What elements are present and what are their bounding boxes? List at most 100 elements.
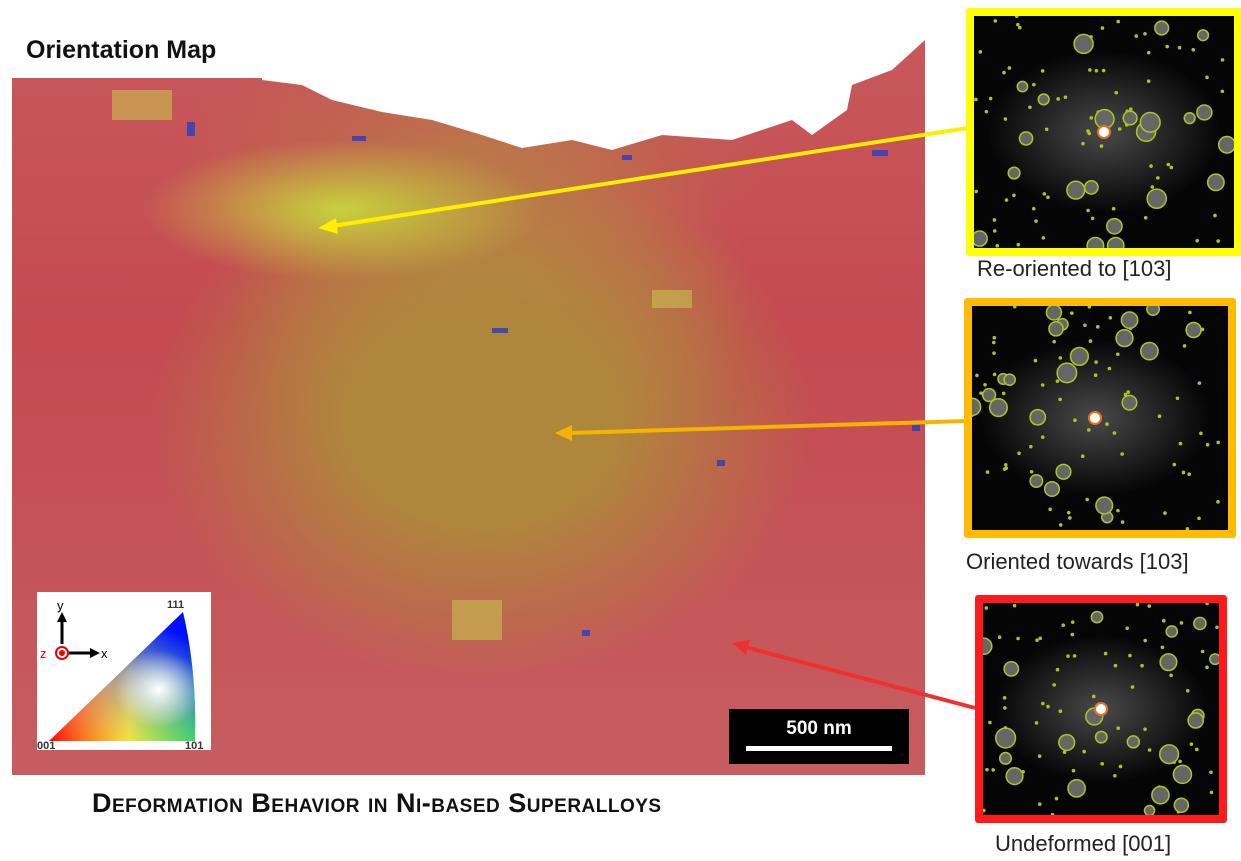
diffraction-spot [979, 391, 983, 395]
diffraction-spot [1169, 165, 1174, 170]
diffraction-spot [1004, 466, 1009, 470]
diffraction-ring [1159, 744, 1180, 765]
diffraction-ring [1139, 111, 1161, 133]
diffraction-ring [1106, 236, 1125, 248]
diffraction-spot [1087, 306, 1092, 309]
axis-z-label: z [40, 646, 47, 661]
diffraction-spot [1169, 673, 1173, 678]
diffraction-spot [992, 335, 997, 340]
diffraction-spot [1103, 651, 1108, 656]
diffraction-ring [1069, 346, 1090, 367]
diffraction-ring [1185, 321, 1202, 339]
diffraction-spot [1147, 604, 1152, 608]
diffraction-ring [1045, 306, 1063, 321]
diffraction-spot [1091, 694, 1096, 699]
diffraction-spot [1117, 127, 1122, 131]
diffraction-spot [984, 606, 989, 610]
diffraction-spot [1014, 16, 1019, 19]
diffraction-spot [1016, 22, 1020, 27]
diffraction-ring [1165, 625, 1179, 638]
diffraction-spot [1216, 500, 1220, 504]
diffraction-spot [1034, 219, 1038, 223]
diffraction-spot [1052, 339, 1056, 344]
diffraction-spot [1072, 654, 1077, 658]
diffraction-spot [1216, 239, 1220, 243]
diffraction-spot [1220, 58, 1225, 62]
diffraction-spot [1052, 683, 1056, 687]
diffraction-ring [1029, 408, 1047, 426]
diffraction-spot [1017, 451, 1021, 456]
diffraction-ring [1122, 110, 1138, 126]
diffraction-ring [1056, 362, 1078, 384]
diffraction-spot [1134, 34, 1139, 38]
diffraction-spot [1113, 773, 1117, 778]
diffraction-spot [1088, 339, 1093, 343]
diffraction-spot [1128, 107, 1133, 112]
diffraction-spot [1058, 397, 1062, 402]
diffraction-spot [1156, 176, 1160, 180]
diffraction-spot [1111, 206, 1116, 211]
diffraction-spot [1143, 215, 1148, 220]
diffraction-spot [974, 97, 978, 102]
diffraction-ring [1043, 480, 1061, 498]
diffraction-spot [1185, 527, 1190, 530]
diffraction-ring [1090, 610, 1104, 624]
figure-caption: Deformation Behavior in Ni-based Superal… [92, 788, 662, 818]
diffraction-spot [1195, 747, 1199, 752]
diffraction-spot [1099, 144, 1104, 148]
diffraction-spot [1189, 742, 1194, 746]
diffraction-spot [1146, 79, 1151, 83]
diffraction-spot [1042, 192, 1047, 196]
diffraction-spot [1149, 164, 1153, 168]
diffraction-spot [1125, 626, 1129, 631]
diffraction-ring [998, 751, 1013, 765]
diffraction-spot [1003, 117, 1008, 121]
diffraction-spot [1080, 454, 1085, 459]
diffraction-spot [1041, 701, 1045, 706]
diffraction-spot [1063, 95, 1068, 100]
diffraction-spot [1046, 195, 1050, 200]
diffraction-spot [984, 109, 989, 114]
diffraction-spot [1003, 706, 1007, 710]
diffraction-spot [985, 470, 990, 474]
diffraction-ring [1146, 188, 1168, 209]
diffraction-spot [1048, 507, 1052, 512]
diffraction-ring [1037, 93, 1050, 106]
diffraction-ring [1094, 730, 1108, 744]
diffraction-spot [1108, 315, 1113, 320]
diffraction-spot [1003, 463, 1008, 467]
diffraction-spot [1066, 654, 1070, 658]
diffraction-spot [1037, 754, 1042, 758]
diffraction-spot [1130, 685, 1135, 689]
diffraction-ring [1067, 778, 1086, 798]
diffraction-spot [1120, 452, 1124, 456]
diffraction-spot [1062, 750, 1067, 754]
diffraction-spot [991, 768, 995, 772]
diffraction-spot [1029, 444, 1033, 449]
diffraction-spot [1094, 68, 1099, 73]
diffraction-spot [1116, 508, 1120, 513]
diffraction-spot [1172, 462, 1177, 467]
diffraction-ring [1154, 20, 1170, 36]
diffraction-spot [1220, 89, 1225, 94]
diffraction-spot [1150, 185, 1155, 189]
diffraction-ring [1140, 341, 1159, 361]
diffraction-spot [1018, 25, 1022, 30]
diffraction-spot [1058, 523, 1063, 527]
diffraction-spot [983, 808, 986, 813]
diffraction-spot [1200, 649, 1205, 654]
diffraction-spot [1178, 759, 1182, 764]
diffraction-spot [1146, 50, 1151, 55]
figure-title: Orientation Map [26, 36, 217, 64]
diffraction-spot [1100, 26, 1105, 30]
panel-label-oriented-towards: Oriented towards [103] [966, 549, 1189, 574]
diffraction-ring [1143, 804, 1156, 815]
diffraction-spot [1035, 638, 1039, 642]
diffraction-spot [988, 96, 993, 101]
axis-y-label: y [57, 598, 64, 613]
diffraction-spot [1082, 749, 1087, 754]
diffraction-spot [1165, 44, 1169, 49]
diffraction-spot [1163, 511, 1167, 515]
diffraction-spot [995, 244, 1000, 248]
diffraction-spot [1112, 431, 1117, 435]
